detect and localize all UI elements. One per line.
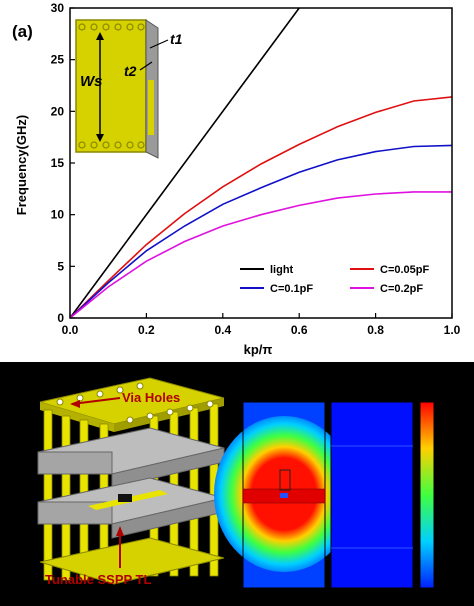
inset-strip	[148, 80, 154, 135]
series-line-2	[69, 144, 453, 319]
y-tick-label: 25	[51, 53, 65, 67]
y-tick-label: 10	[51, 208, 65, 222]
legend-label-1: C=0.05pF	[380, 264, 429, 276]
inset-board	[75, 19, 147, 153]
x-tick-label: 0.0	[62, 323, 79, 337]
t1-label: t1	[170, 31, 183, 47]
panel-b-label: b)	[30, 369, 46, 388]
via-holes-label: Via Holes	[122, 390, 180, 405]
y-tick-label: 0	[57, 311, 64, 325]
x-tick-label: 0.2	[138, 323, 155, 337]
ws-label: Ws	[80, 73, 103, 90]
sspp-structure: Via Holes Tunable SSPP TL	[37, 377, 225, 587]
x-tick-label: 0.4	[214, 323, 231, 337]
field-plot-right	[330, 401, 414, 589]
t2-label: t2	[124, 63, 137, 79]
x-tick-label: 1.0	[444, 323, 461, 337]
legend-label-3: C=0.2pF	[380, 283, 423, 295]
y-tick-label: 20	[51, 104, 65, 118]
x-tick-label: 0.6	[291, 323, 308, 337]
y-tick-label: 15	[51, 156, 65, 170]
y-axis-label: Frequency(GHz)	[14, 115, 29, 215]
series-line-3	[69, 191, 452, 319]
structure-and-field-figure: b) Via Holes	[30, 369, 435, 589]
y-tick-label: 30	[51, 1, 65, 15]
x-axis-label: kp/π	[244, 342, 273, 357]
series-line-0	[69, 7, 300, 319]
capacitor	[118, 494, 132, 502]
dispersion-chart: Ws t1 t2 (a) light C=0.05pF C=0.1pF C=0.2pF…	[12, 1, 461, 357]
y-tick-label: 5	[57, 259, 64, 273]
colorbar	[419, 401, 435, 589]
panel-b: b) Via Holes	[0, 362, 474, 601]
legend-label-0: light	[270, 264, 294, 276]
series-line-1	[69, 96, 453, 319]
legend-label-2: C=0.1pF	[270, 283, 313, 295]
x-tick-label: 0.8	[367, 323, 384, 337]
sspp-tl-label: Tunable SSPP TL	[45, 572, 151, 587]
field-plot-left	[214, 401, 354, 589]
panel-a: Ws t1 t2 (a) light C=0.05pF C=0.1pF C=0.2pF…	[0, 0, 474, 362]
panel-a-label: (a)	[12, 22, 33, 41]
unit-cell-inset: Ws t1 t2	[75, 19, 183, 159]
